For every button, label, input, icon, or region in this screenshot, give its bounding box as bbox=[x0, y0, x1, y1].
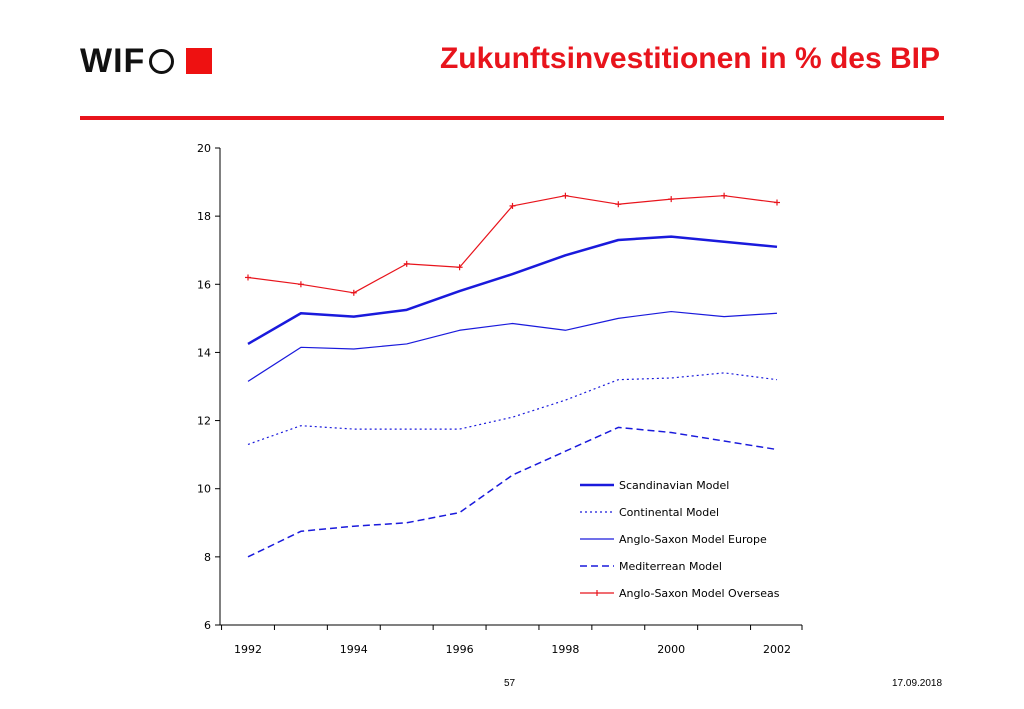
x-tick-label: 1996 bbox=[446, 643, 474, 656]
series-marker bbox=[456, 264, 463, 271]
series-marker bbox=[297, 281, 304, 288]
series-marker bbox=[403, 260, 410, 267]
series-marker bbox=[721, 192, 728, 199]
footer-date: 17.09.2018 bbox=[892, 678, 943, 689]
series-marker bbox=[509, 202, 516, 209]
y-tick-label: 14 bbox=[197, 346, 211, 359]
legend-label: Anglo-Saxon Model Europe bbox=[619, 533, 767, 546]
y-tick-label: 18 bbox=[197, 210, 211, 223]
legend-label: Scandinavian Model bbox=[619, 479, 729, 492]
y-tick-label: 6 bbox=[204, 619, 211, 632]
page-number: 57 bbox=[504, 678, 516, 689]
chart-axes: 6 8 10 12 14 16 18 20 1992 1994 1996 1998 2000 2002 bbox=[197, 142, 803, 656]
series-marker bbox=[774, 199, 780, 206]
page-title: Zukunftsinvestitionen in % des BIP bbox=[439, 42, 940, 75]
logo-circle-icon bbox=[149, 48, 175, 74]
x-tick-label: 2002 bbox=[763, 643, 791, 656]
series-line-5 bbox=[247, 195, 778, 294]
series-line-1 bbox=[247, 235, 778, 345]
y-tick-label: 20 bbox=[197, 142, 211, 155]
chart-series bbox=[245, 192, 780, 558]
series-line-3 bbox=[247, 310, 778, 382]
y-tick-label: 10 bbox=[197, 483, 211, 496]
series-marker bbox=[562, 192, 569, 199]
x-tick-label: 1998 bbox=[551, 643, 579, 656]
legend-label: Anglo-Saxon Model Overseas bbox=[619, 587, 780, 600]
series-marker bbox=[350, 289, 357, 296]
series-line-4 bbox=[247, 426, 778, 558]
legend-label: Mediterrean Model bbox=[619, 560, 722, 573]
series-marker bbox=[615, 201, 622, 208]
x-tick-label: 2000 bbox=[657, 643, 685, 656]
logo-square-icon bbox=[186, 48, 213, 74]
series-marker bbox=[245, 274, 251, 281]
x-tick-label: 1992 bbox=[234, 643, 262, 656]
wifo-logo: WIF bbox=[80, 42, 213, 80]
y-tick-label: 16 bbox=[197, 278, 211, 291]
legend-label: Continental Model bbox=[619, 506, 719, 519]
series-line-2 bbox=[247, 372, 778, 445]
series-marker bbox=[668, 196, 675, 203]
x-tick-label: 1994 bbox=[340, 643, 368, 656]
logo-text: WIF bbox=[80, 42, 146, 80]
chart-legend: Scandinavian Model Continental Model Anglo… bbox=[580, 479, 780, 600]
title-divider bbox=[80, 116, 944, 120]
y-tick-label: 8 bbox=[204, 551, 211, 564]
y-tick-label: 12 bbox=[197, 415, 211, 428]
